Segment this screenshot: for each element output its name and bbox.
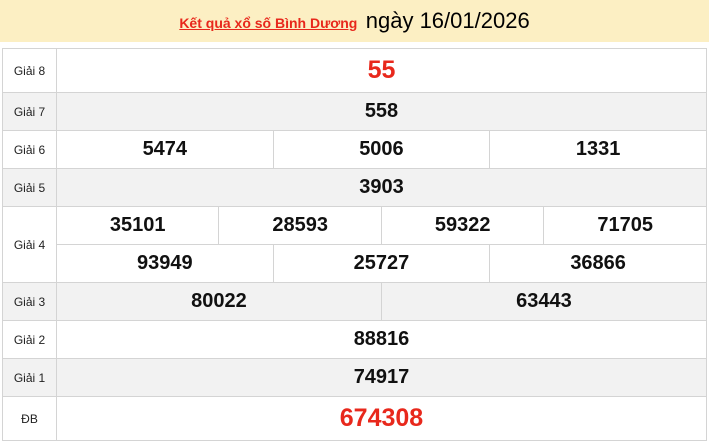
prize-row-8: Giải 8 55 [2,48,707,93]
prize-row-3: Giải 3 80022 63443 [2,282,708,321]
page-header: Kết quả xổ số Bình Dương ngày 16/01/2026 [0,0,709,42]
prize-row-2: Giải 2 88816 [2,320,707,359]
prize-number: 88816 [56,320,707,359]
results-table: Giải 8 55 Giải 7 558 Giải 6 5474 5006 1331 Gi… [2,48,708,441]
prize-number: 25727 [272,244,491,283]
prize-row-5: Giải 5 3903 [2,168,707,207]
prize-number: 1331 [489,130,707,169]
province-results-link[interactable]: Kết quả xổ số Bình Dương [179,15,358,31]
prize-row-special: ĐB 674308 [2,396,707,441]
prize-number: 28593 [218,206,382,245]
prize-label: Giải 6 [2,130,57,169]
prize-number: 558 [56,92,707,131]
prize-label: ĐB [2,396,57,441]
prize-row-1: Giải 1 74917 [2,358,707,397]
prize-label: Giải 3 [2,282,57,321]
prize-label: Giải 8 [2,48,57,93]
prize-number: 93949 [56,244,274,283]
prize-number: 74917 [56,358,707,397]
prize-number: 3903 [56,168,707,207]
prize-number: 63443 [380,282,708,321]
prize-label: Giải 4 [2,206,57,283]
prize-row-6: Giải 6 5474 5006 1331 [2,130,707,169]
prize-row-7: Giải 7 558 [2,92,707,131]
prize-number: 5474 [56,130,274,169]
prize-label: Giải 7 [2,92,57,131]
prize-number: 59322 [380,206,545,245]
prize-number: 71705 [543,206,707,245]
prize-label: Giải 1 [2,358,57,397]
prize-row-4: Giải 4 35101 28593 59322 71705 [2,206,707,283]
special-prize-number: 674308 [56,396,707,441]
prize-row-4b: 93949 25727 36866 [3,244,707,283]
draw-date: ngày 16/01/2026 [365,8,530,33]
prize-label: Giải 2 [2,320,57,359]
prize-number: 55 [56,48,707,93]
prize-number: 5006 [272,130,491,169]
prize-number: 35101 [55,206,220,245]
prize-number: 80022 [56,282,382,321]
prize-label: Giải 5 [2,168,57,207]
prize-number: 36866 [489,244,707,283]
